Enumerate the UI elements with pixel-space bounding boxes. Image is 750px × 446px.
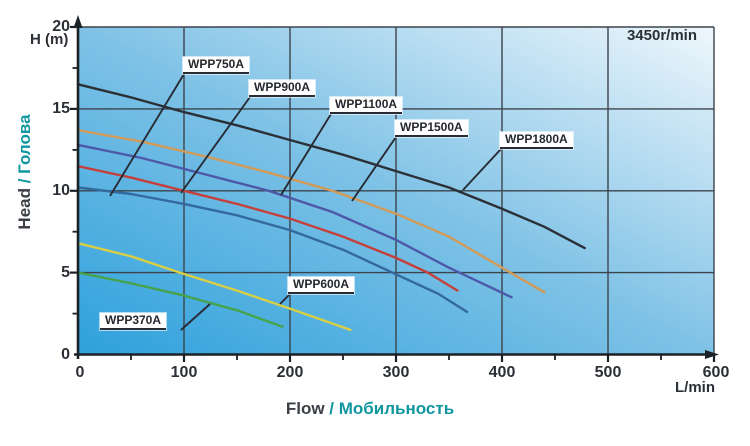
leader-line-wpp370a xyxy=(180,303,211,331)
leader-line-wpp1800a xyxy=(462,148,502,191)
major-ticks xyxy=(70,25,716,362)
curve-wpp370a xyxy=(76,271,284,328)
curve-label-wpp1500a: WPP1500A xyxy=(395,120,468,137)
curve-wpp600a xyxy=(76,241,352,332)
curve-label-wpp900a: WPP900A xyxy=(249,80,316,97)
x-tick-label-500: 500 xyxy=(594,364,622,381)
curve-label-wpp1800a: WPP1800A xyxy=(500,132,573,149)
y-tick-label-15: 15 xyxy=(52,100,70,117)
minor-ticks xyxy=(72,67,662,360)
y-tick-label-5: 5 xyxy=(61,263,70,281)
y-axis-title-ru: Голова xyxy=(15,114,34,174)
axes xyxy=(70,15,719,362)
curve-label-wpp750a: WPP750A xyxy=(183,57,250,74)
curve-label-wpp600a: WPP600A xyxy=(288,277,355,294)
y-tick-label-0: 0 xyxy=(61,346,70,363)
x-axis-title-ru: Мобильность xyxy=(338,399,455,418)
x-tick-label-600: 600 xyxy=(702,364,730,381)
x-tick-label-200: 200 xyxy=(276,364,304,381)
leader-line-wpp900a xyxy=(180,96,251,194)
y-axis-arrow xyxy=(73,15,83,28)
leader-line-wpp600a xyxy=(279,294,290,305)
y-tick-label-10: 10 xyxy=(52,181,70,199)
y-tick-label-20: 20 xyxy=(52,18,70,35)
leader-line-wpp1100a xyxy=(280,113,332,196)
y-axis-unit-title: H (m) xyxy=(30,31,69,48)
curve-wpp1100a xyxy=(76,143,513,299)
x-axis-unit-label: L/min xyxy=(675,379,715,396)
curve-label-wpp1100a: WPP1100A xyxy=(330,97,403,114)
leader-line-wpp750a xyxy=(109,73,185,197)
curve-label-wpp370a: WPP370A xyxy=(100,313,167,330)
curve-wpp750a xyxy=(76,186,469,314)
x-axis-arrow xyxy=(705,350,719,359)
x-axis-title: Flow / Мобильность xyxy=(220,399,520,419)
x-axis-title-en: Flow xyxy=(285,399,325,418)
curve-wpp1800a xyxy=(76,83,586,250)
data-curves xyxy=(76,73,586,332)
x-tick-label-400: 400 xyxy=(488,364,516,381)
leader-line-wpp1500a xyxy=(351,136,397,202)
rpm-annotation: 3450r/min xyxy=(626,27,697,44)
x-tick-label-0: 0 xyxy=(75,364,85,381)
x-tick-label-300: 300 xyxy=(382,364,410,381)
x-tick-label-100: 100 xyxy=(170,364,198,381)
curve-wpp1500a xyxy=(76,128,546,294)
curve-wpp900a xyxy=(76,164,459,292)
x-axis-title-separator: / xyxy=(324,399,339,418)
